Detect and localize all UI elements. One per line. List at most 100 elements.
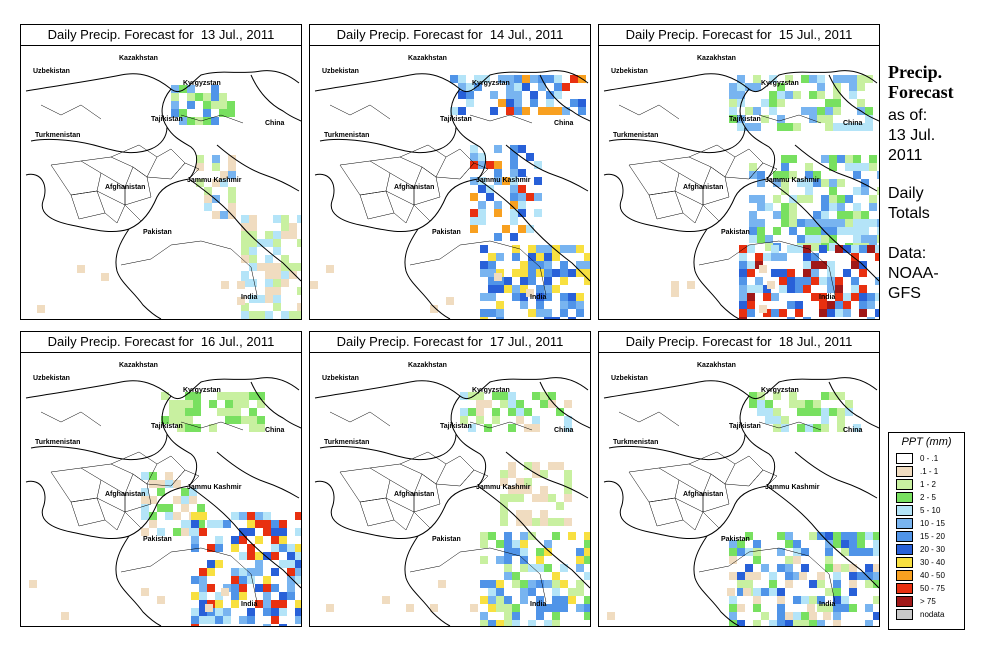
precip-cell [281, 279, 289, 287]
precip-cell [496, 556, 504, 564]
precip-cell [255, 568, 263, 576]
precip-cell [789, 211, 797, 219]
precip-cell [530, 91, 538, 99]
precip-cell [671, 281, 679, 289]
precip-cell [753, 75, 761, 83]
precip-cell [737, 540, 745, 548]
precip-cell [837, 155, 845, 163]
precipitation-layer [671, 75, 879, 319]
country-borders [603, 377, 879, 626]
precip-cell [835, 245, 843, 253]
precip-cell [149, 520, 157, 528]
precip-cell [771, 293, 779, 301]
precip-cell [829, 203, 837, 211]
precip-cell [841, 564, 849, 572]
precip-cell [837, 211, 845, 219]
precip-cell [181, 504, 189, 512]
precip-cell [745, 83, 753, 91]
precip-cell [813, 243, 821, 251]
precip-cell [869, 203, 877, 211]
precip-cell [757, 219, 765, 227]
precip-cell [825, 540, 833, 548]
precip-cell [480, 620, 488, 626]
precip-cell [837, 179, 845, 187]
precip-cell [546, 99, 554, 107]
china-label: China [843, 120, 863, 127]
forecast-map: Kazakhstan Uzbekistan Kyrgyzstan Tajikis… [25, 55, 301, 319]
precip-cell [241, 255, 249, 263]
precip-cell [484, 424, 492, 432]
precip-cell [500, 494, 508, 502]
precip-cell [787, 301, 795, 309]
side-title-line1: Precip. [888, 62, 943, 82]
precip-cell [490, 107, 498, 115]
precip-cell [769, 75, 777, 83]
precip-cell [486, 193, 494, 201]
precip-cell [769, 580, 777, 588]
precip-cell [263, 624, 271, 626]
forecast-panel-1: Daily Precip. Forecast for 13 Jul., 2011 [20, 24, 302, 320]
jammu-kashmir-label: Jammu Kashmir [765, 484, 820, 491]
precip-cell [247, 568, 255, 576]
precip-cell [845, 400, 853, 408]
precip-cell [771, 309, 779, 317]
precip-cell [835, 277, 843, 285]
precip-cell [793, 123, 801, 131]
precip-cell [544, 620, 552, 626]
precip-cell [793, 612, 801, 620]
precip-cell [532, 462, 540, 470]
precip-cell [873, 540, 879, 548]
precip-cell [536, 580, 544, 588]
precip-cell [777, 91, 785, 99]
uzbekistan-label: Uzbekistan [33, 375, 70, 382]
precip-cell [508, 408, 516, 416]
precip-cell [821, 195, 829, 203]
precip-cell [241, 247, 249, 255]
precip-cell [430, 305, 438, 313]
precip-cell [749, 195, 757, 203]
precip-cell [803, 269, 811, 277]
precip-cell [841, 596, 849, 604]
precip-cell [536, 604, 544, 612]
precip-cell [825, 107, 833, 115]
precip-cell [779, 285, 787, 293]
precip-cell [739, 261, 747, 269]
precip-cell [215, 616, 223, 624]
legend: PPT (mm) 0 - .1 .1 - 1 1 - 2 2 - 5 5 - 10 10 … [888, 432, 965, 630]
precip-cell [829, 179, 837, 187]
precip-cell [281, 263, 289, 271]
precip-cell [249, 231, 257, 239]
precip-cell [809, 620, 817, 626]
precip-cell [803, 285, 811, 293]
precip-cell [576, 301, 584, 309]
uzbekistan-label: Uzbekistan [322, 375, 359, 382]
precip-cell [795, 309, 803, 317]
precip-cell [765, 243, 773, 251]
precip-cell [827, 269, 835, 277]
as-of-line2: 13 Jul. [888, 127, 936, 144]
precip-cell [857, 83, 865, 91]
precip-cell [779, 269, 787, 277]
precip-cell [560, 293, 568, 301]
precip-cell [149, 512, 157, 520]
precip-cell [203, 109, 211, 117]
precip-cell [759, 305, 767, 313]
precip-cell [739, 317, 747, 319]
precip-cell [215, 560, 223, 568]
precip-cell [265, 231, 273, 239]
country-borders [25, 70, 301, 319]
precip-cell [249, 392, 257, 400]
precip-cell [228, 171, 236, 179]
precip-cell [825, 588, 833, 596]
precip-cell [496, 301, 504, 309]
precip-cell [520, 548, 528, 556]
kyrgyzstan-label: Kyrgyzstan [761, 387, 799, 394]
precip-cell [607, 612, 615, 620]
precip-cell [187, 93, 195, 101]
precip-cell [795, 277, 803, 285]
precip-cell [157, 504, 165, 512]
precip-cell [191, 544, 199, 552]
precip-cell [518, 145, 526, 153]
precip-cell [476, 416, 484, 424]
precip-cell [169, 408, 177, 416]
